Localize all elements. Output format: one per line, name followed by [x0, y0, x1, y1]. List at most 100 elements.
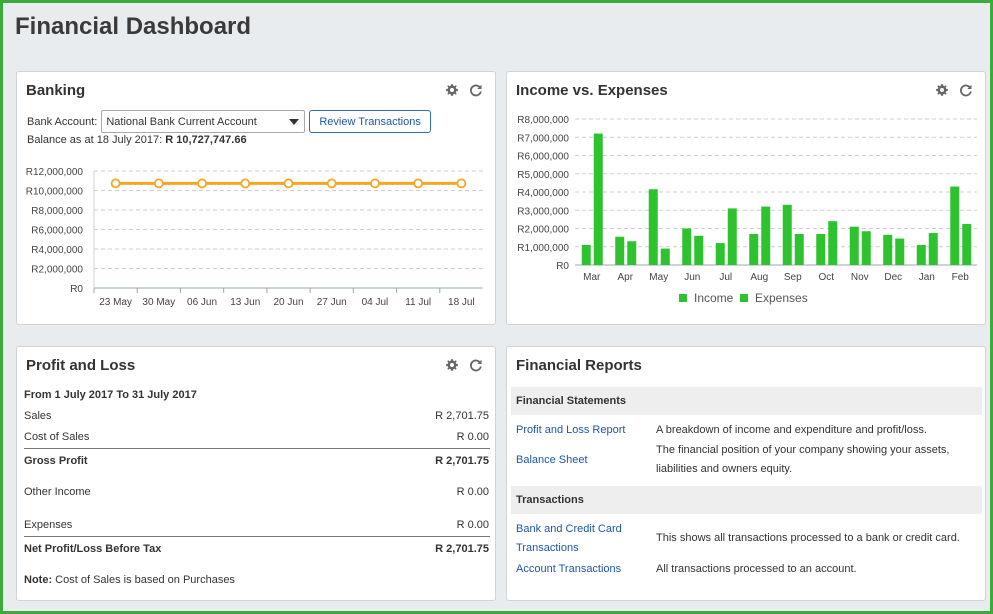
legend-swatch	[679, 294, 687, 302]
pnl-row-sales: Sales R 2,701.75	[24, 410, 489, 422]
income-expenses-title: Income vs. Expenses	[516, 82, 668, 99]
expenses-bar	[761, 206, 771, 265]
banking-line-chart: R0 R2,000,000 R4,000,000 R6,000,000 R8,000,0…	[26, 167, 483, 307]
y-tick-label: R8,000,000	[31, 206, 83, 217]
income-bar	[883, 234, 893, 265]
y-tick-label: R2,000,000	[517, 225, 569, 236]
x-tick-label: 30 May	[142, 297, 175, 307]
balance-line: Balance as at 18 July 2017: R 10,727,747…	[27, 134, 247, 146]
income-bar	[916, 244, 926, 265]
balance-point	[326, 178, 337, 189]
balance-point	[456, 178, 467, 189]
income-bar	[816, 233, 826, 265]
pnl-value: R 0.00	[456, 431, 489, 443]
x-tick-label: Aug	[750, 272, 768, 283]
x-tick-label: 06 Jun	[187, 297, 217, 307]
income-bar	[648, 189, 658, 265]
pnl-label: Cost of Sales	[24, 431, 90, 443]
balance-point	[240, 178, 251, 189]
income-expenses-panel: Income vs. Expenses R0 R1,000,000 R2,000,0…	[506, 71, 986, 325]
gear-icon[interactable]	[445, 358, 459, 372]
x-tick-label: 20 Jun	[273, 297, 303, 307]
pnl-label: Sales	[24, 410, 52, 422]
chevron-down-icon	[289, 119, 300, 125]
refresh-icon[interactable]	[469, 83, 483, 97]
report-description: A breakdown of income and expenditure an…	[656, 424, 927, 436]
balance-sheet-link[interactable]: Balance Sheet	[516, 454, 588, 466]
financial-reports-panel: Financial Reports Financial Statements P…	[506, 346, 986, 601]
bank-account-select[interactable]: National Bank Current Account	[101, 110, 306, 133]
report-description: The financial position of your company s…	[656, 444, 950, 475]
balance-point	[197, 178, 207, 189]
y-tick-label: R8,000,000	[517, 115, 569, 126]
pnl-label: Net Profit/Loss Before Tax	[24, 543, 162, 555]
pnl-value: R 0.00	[456, 486, 489, 498]
x-tick-label: Feb	[952, 272, 970, 283]
pnl-divider	[24, 448, 490, 449]
balance-value: R 10,727,747.66	[165, 134, 247, 146]
banking-panel: Banking Bank Account: National Bank Curr…	[16, 71, 496, 325]
y-tick-label: R12,000,000	[26, 167, 84, 178]
refresh-icon[interactable]	[959, 83, 973, 97]
x-tick-label: Jul	[719, 272, 732, 283]
legend-label: Income	[694, 291, 734, 305]
legend-label: Expenses	[755, 291, 808, 305]
pnl-note-label: Note:	[24, 574, 53, 586]
x-tick-label: Jun	[684, 272, 700, 283]
pnl-value: R 2,701.75	[435, 410, 489, 422]
pnl-row-other-income: Other Income R 0.00	[24, 486, 489, 498]
x-tick-label: 27 Jun	[317, 297, 347, 307]
gear-icon[interactable]	[935, 83, 949, 97]
pnl-label: Expenses	[24, 519, 73, 531]
x-tick-label: Nov	[851, 272, 869, 283]
y-tick-label: R5,000,000	[517, 170, 569, 181]
profit-loss-title: Profit and Loss	[26, 357, 136, 374]
profit-loss-panel: Profit and Loss From 1 July 2017 To 31 J…	[16, 346, 496, 601]
y-tick-label: R3,000,000	[517, 206, 569, 217]
y-tick-label: R0	[70, 284, 83, 295]
x-tick-label: Oct	[818, 272, 834, 283]
review-transactions-button[interactable]: Review Transactions	[309, 110, 431, 133]
y-tick-label: R4,000,000	[517, 188, 569, 199]
balance-point	[283, 178, 294, 189]
pnl-label: Gross Profit	[24, 455, 88, 467]
income-expenses-bar-chart: R0 R1,000,000 R2,000,000 R3,000,000 R4,000,0…	[517, 115, 977, 305]
x-tick-label: Jan	[919, 272, 935, 283]
gear-icon[interactable]	[445, 83, 459, 97]
bank-account-value: National Bank Current Account	[106, 115, 257, 128]
x-tick-label: 23 May	[99, 297, 132, 307]
refresh-icon[interactable]	[469, 358, 483, 372]
expenses-bar	[962, 223, 972, 265]
x-tick-label: 11 Jul	[405, 297, 431, 307]
pnl-value: R 0.00	[456, 519, 489, 531]
y-tick-label: R10,000,000	[26, 187, 84, 198]
financial-reports-title: Financial Reports	[516, 357, 642, 374]
expenses-bar	[828, 221, 838, 265]
income-bar	[715, 243, 725, 265]
profit-loss-report-link[interactable]: Profit and Loss Report	[516, 424, 626, 436]
legend-swatch	[740, 294, 748, 302]
y-tick-label: R4,000,000	[31, 245, 83, 256]
expenses-bar	[895, 238, 905, 265]
pnl-row-cost-of-sales: Cost of Sales R 0.00	[24, 431, 489, 443]
bank-credit-card-transactions-link[interactable]: Bank and Credit Card Transactions	[516, 523, 622, 554]
x-tick-label: 04 Jul	[362, 297, 389, 307]
balance-point	[370, 178, 380, 189]
pnl-value: R 2,701.75	[435, 543, 489, 555]
y-tick-label: R1,000,000	[517, 243, 569, 254]
y-tick-label: R2,000,000	[31, 265, 83, 276]
pnl-note-text: Cost of Sales is based on Purchases	[55, 574, 235, 586]
account-transactions-link[interactable]: Account Transactions	[516, 563, 622, 575]
x-tick-label: Mar	[583, 272, 601, 283]
pnl-note: Note: Cost of Sales is based on Purchase…	[24, 574, 235, 586]
income-bar	[950, 186, 960, 265]
expenses-bar	[593, 133, 603, 265]
balance-point	[110, 178, 121, 189]
x-tick-label: Dec	[884, 272, 902, 283]
y-tick-label: R0	[556, 261, 569, 272]
income-bar	[581, 244, 591, 265]
balance-point	[413, 178, 424, 189]
bank-account-label: Bank Account:	[27, 115, 98, 128]
page-title: Financial Dashboard	[15, 13, 252, 40]
